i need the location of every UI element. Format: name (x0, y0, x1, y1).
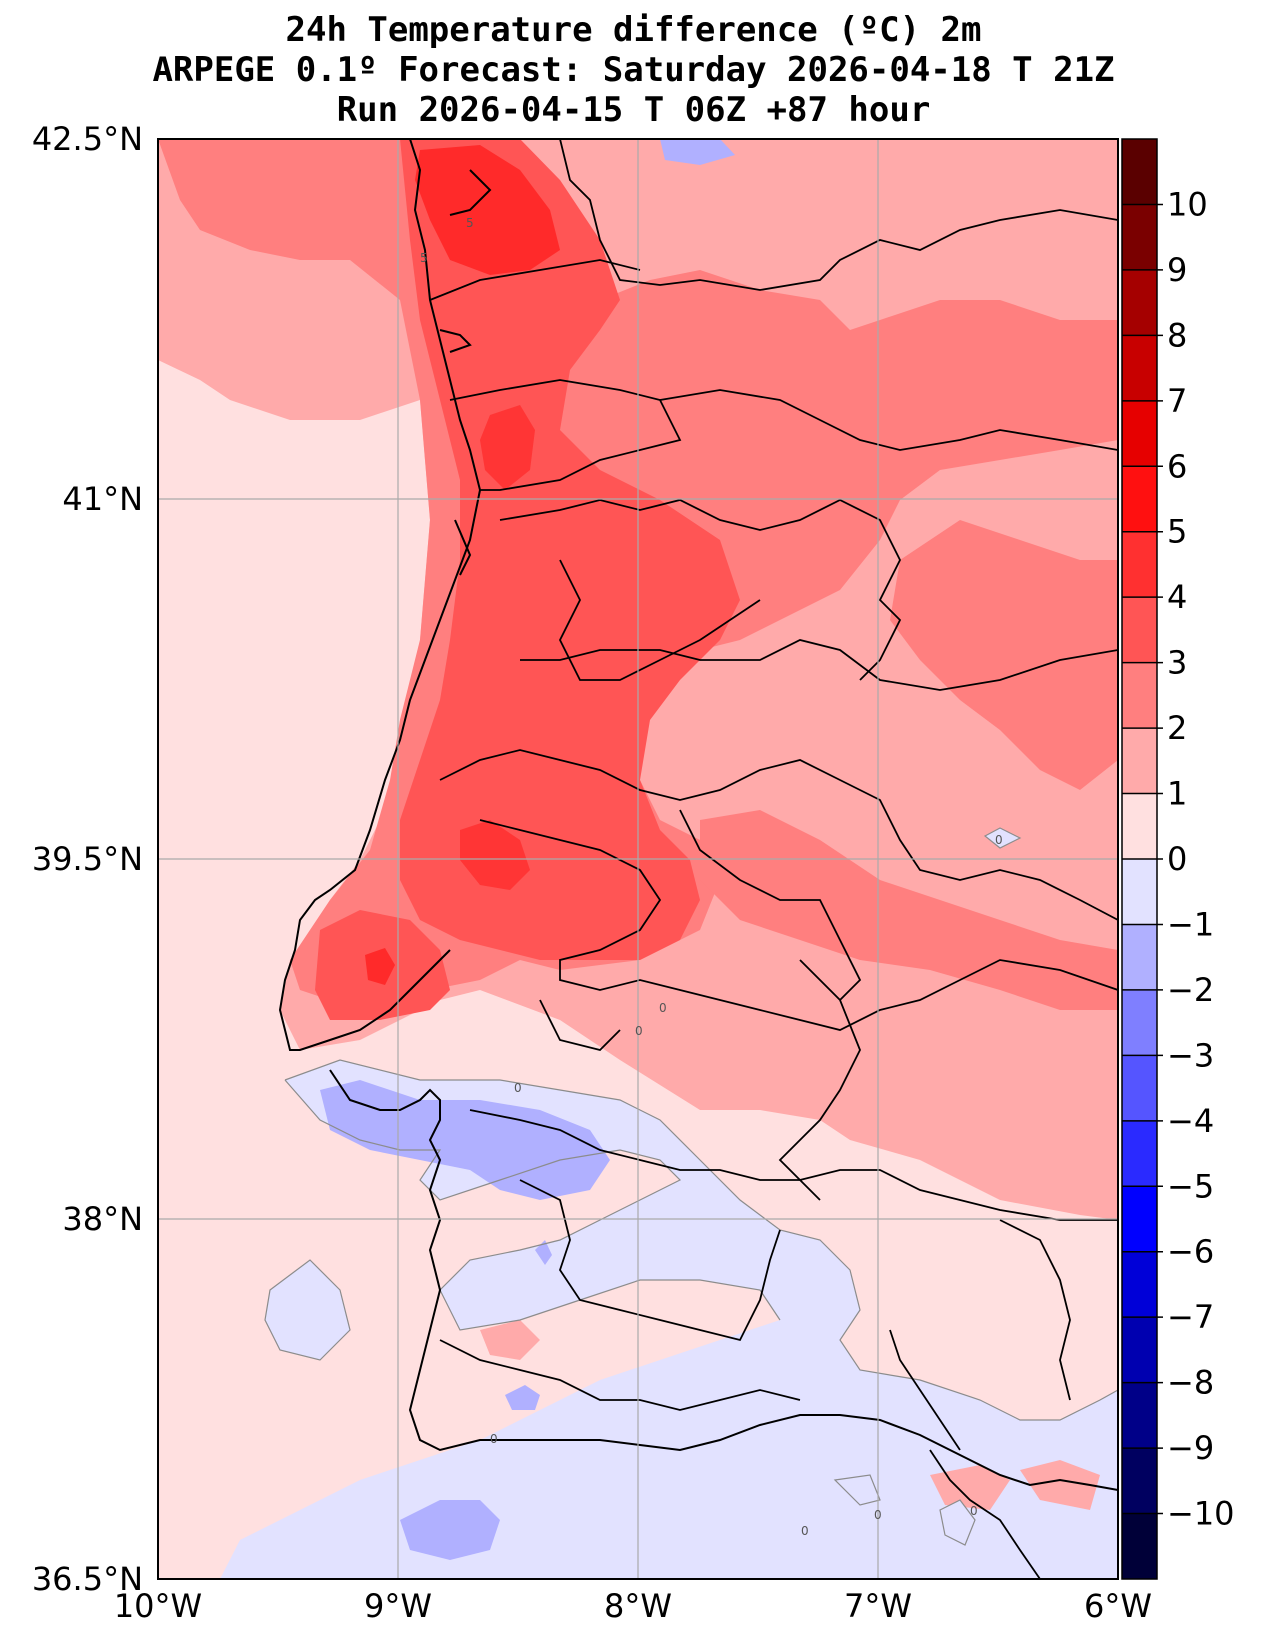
field-2-3-southeast (700, 810, 1118, 1010)
field-neg-1-2-small-1 (505, 1385, 540, 1410)
zero-contour-south (833, 1474, 881, 1506)
plot-area: 5 5 0 0 0 0 0 0 0 0 (158, 139, 1118, 1579)
colorbar-segment (1122, 989, 1157, 1056)
contour-labels: 5 5 0 0 0 0 0 0 0 0 (420, 216, 1003, 1538)
plot-frame (157, 138, 1119, 1580)
colorbar-segment (1122, 1055, 1157, 1122)
field-4-5-lisbon (365, 948, 395, 985)
colorbar-label: −2 (1167, 971, 1214, 1009)
lat-tick-label: 36.5°N (32, 1560, 143, 1598)
graticule (158, 139, 1118, 1579)
field-4-5-north (415, 145, 560, 275)
colorbar-label: 7 (1167, 382, 1187, 420)
zero-contour-west (264, 1259, 351, 1361)
map-title: 24h Temperature difference (ºC) 2m ARPEG… (0, 10, 1267, 130)
colorbar-segment (1122, 1317, 1157, 1384)
field-neg-1-2-top (660, 139, 735, 165)
field-2-3-east (890, 520, 1118, 790)
colorbar-label: −10 (1167, 1495, 1235, 1533)
lon-tick-label: 8°W (604, 1587, 672, 1625)
contour-label: 5 (466, 216, 474, 230)
colorbar-segment (1122, 924, 1157, 991)
field-pos-south-1 (930, 1465, 1010, 1510)
colorbar-label: −3 (1167, 1036, 1214, 1074)
lon-tick-label: 6°W (1084, 1587, 1152, 1625)
colorbar-label: 5 (1167, 513, 1187, 551)
colorbar-label: −7 (1167, 1298, 1214, 1336)
zero-contour-southeast (939, 1499, 976, 1546)
colorbar-label: 6 (1167, 447, 1187, 485)
field-pos-south-2 (1020, 1460, 1100, 1510)
colorbar-segment (1122, 662, 1157, 729)
colorbar-label: −9 (1167, 1429, 1214, 1467)
zero-contour (284, 1059, 1118, 1421)
lat-tick-label: 38°N (62, 1200, 143, 1238)
field-neg-west (265, 1260, 350, 1360)
colorbar-label: 9 (1167, 251, 1187, 289)
contour-label: 0 (995, 833, 1003, 847)
title-line-2: ARPEGE 0.1º Forecast: Saturday 2026-04-1… (152, 50, 1115, 90)
colorbar-segment (1122, 139, 1157, 205)
colorbar-label: 3 (1167, 644, 1187, 682)
contour-label: 0 (490, 1432, 498, 1446)
colorbar-segment (1122, 728, 1157, 795)
colorbar-segment (1122, 400, 1157, 467)
colorbar-segment (1122, 597, 1157, 664)
colorbar-label: 4 (1167, 578, 1187, 616)
colorbar-segment (1122, 793, 1157, 860)
colorbar-label: 8 (1167, 316, 1187, 354)
contour-label: 0 (874, 1508, 882, 1522)
colorbar-segment (1122, 859, 1157, 925)
zero-contour-east (983, 827, 1022, 849)
colorbar-segment (1122, 204, 1157, 271)
lat-tick-label: 42.5°N (32, 120, 143, 158)
colorbar-label: 2 (1167, 709, 1187, 747)
colorbar-label: 0 (1167, 840, 1187, 878)
field-4-5-centre (460, 820, 530, 890)
colorbar-segment (1122, 1251, 1157, 1318)
colorbar-frame (1121, 138, 1158, 1580)
field-neg-1-2-small-2 (535, 1240, 552, 1265)
colorbar-label: 10 (1167, 185, 1208, 223)
lon-tick-label: 10°W (114, 1587, 202, 1625)
title-line-1: 24h Temperature difference (ºC) 2m (285, 10, 982, 50)
lon-ticks: 10°W 9°W 8°W 7°W 6°W (114, 1587, 1152, 1625)
colorbar-label: −4 (1167, 1102, 1214, 1140)
contour-label: 0 (635, 1024, 643, 1038)
field-4-5-mid (480, 405, 535, 490)
colorbar-segment (1122, 335, 1157, 402)
lat-ticks: 42.5°N 41°N 39.5°N 38°N 36.5°N (32, 120, 143, 1598)
colorbar-label: −1 (1167, 905, 1214, 943)
colorbar-label: −6 (1167, 1233, 1214, 1271)
contour-label: 5 (420, 251, 428, 265)
field-3-4 (400, 139, 740, 960)
field-pos-south-3 (480, 1320, 540, 1360)
colorbar-segment (1122, 1120, 1157, 1187)
colorbar-segment (1122, 466, 1157, 533)
field-neg-1-2-south (400, 1500, 500, 1560)
lat-tick-label: 39.5°N (32, 840, 143, 878)
colorbar-label: 1 (1167, 775, 1187, 813)
field-neg-0-1 (220, 1060, 1118, 1579)
colorbar-segment (1122, 1382, 1157, 1449)
colorbar-label: −5 (1167, 1167, 1214, 1205)
lat-tick-label: 41°N (62, 480, 143, 518)
coastline (278, 139, 1118, 1491)
contour-label: 0 (801, 1524, 809, 1538)
colorbar-segment (1122, 1448, 1157, 1515)
lon-tick-label: 7°W (844, 1587, 912, 1625)
colorbar-segment (1122, 531, 1157, 598)
title-line-3: Run 2026-04-15 T 06Z +87 hour (336, 90, 931, 130)
colorbar-segment (1122, 1186, 1157, 1253)
colorbar-segment (1122, 1513, 1157, 1580)
contour-label: 0 (514, 1081, 522, 1095)
regional-borders (429, 139, 1118, 1579)
colorbar-segment (1122, 269, 1157, 336)
contour-label: 0 (659, 1001, 667, 1015)
lon-tick-label: 9°W (364, 1587, 432, 1625)
contour-label: 0 (970, 1504, 978, 1518)
colorbar-label: −8 (1167, 1364, 1214, 1402)
